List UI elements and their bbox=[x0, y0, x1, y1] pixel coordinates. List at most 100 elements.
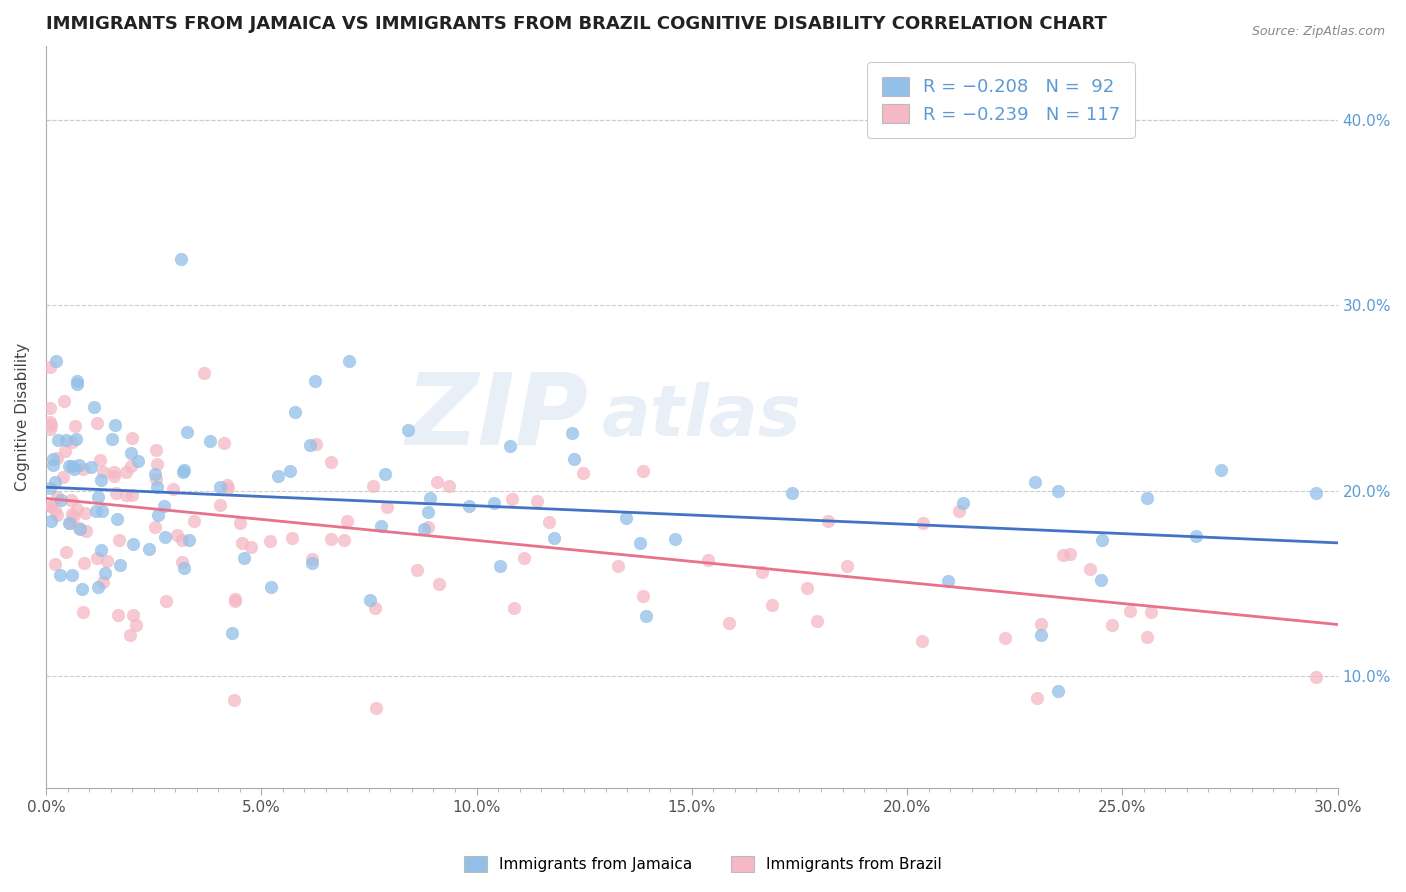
Point bbox=[170, 252, 193, 266]
Point bbox=[176, 425, 198, 440]
Point bbox=[41, 499, 63, 513]
Point bbox=[49, 568, 72, 582]
Point bbox=[177, 533, 200, 547]
Point bbox=[87, 490, 110, 504]
Point bbox=[39, 481, 62, 495]
Point bbox=[90, 543, 112, 558]
Point bbox=[108, 558, 131, 573]
Point bbox=[115, 488, 138, 502]
Point bbox=[439, 479, 461, 493]
Point bbox=[370, 519, 392, 533]
Point bbox=[911, 634, 934, 648]
Point bbox=[796, 581, 818, 595]
Point bbox=[118, 627, 141, 641]
Point bbox=[1136, 491, 1159, 506]
Point bbox=[628, 535, 651, 549]
Point bbox=[221, 625, 243, 640]
Point bbox=[59, 516, 82, 530]
Point bbox=[103, 469, 125, 483]
Text: Source: ZipAtlas.com: Source: ZipAtlas.com bbox=[1251, 25, 1385, 38]
Y-axis label: Cognitive Disability: Cognitive Disability bbox=[15, 343, 30, 491]
Point bbox=[336, 514, 359, 528]
Point bbox=[426, 475, 449, 489]
Point bbox=[1185, 529, 1208, 543]
Point bbox=[66, 377, 89, 392]
Point bbox=[121, 431, 143, 445]
Point bbox=[806, 614, 828, 628]
Point bbox=[267, 469, 290, 483]
Point bbox=[512, 550, 534, 565]
Point bbox=[90, 473, 112, 487]
Point bbox=[948, 504, 970, 518]
Point bbox=[75, 524, 97, 538]
Point bbox=[396, 424, 419, 438]
Point bbox=[912, 516, 935, 531]
Point bbox=[572, 466, 595, 480]
Point bbox=[374, 467, 396, 481]
Point bbox=[198, 434, 221, 448]
Point bbox=[39, 514, 62, 528]
Point bbox=[45, 508, 67, 522]
Point bbox=[633, 464, 655, 478]
Point bbox=[319, 455, 342, 469]
Point bbox=[359, 593, 381, 607]
Point bbox=[427, 576, 450, 591]
Point bbox=[607, 558, 630, 573]
Point bbox=[1059, 547, 1081, 561]
Point bbox=[488, 559, 510, 574]
Point bbox=[222, 692, 245, 706]
Point bbox=[89, 452, 111, 467]
Point bbox=[457, 499, 479, 513]
Point bbox=[208, 479, 231, 493]
Point bbox=[751, 565, 773, 579]
Point bbox=[780, 486, 803, 500]
Point bbox=[1029, 617, 1052, 632]
Point bbox=[105, 511, 128, 525]
Point bbox=[938, 574, 960, 588]
Point bbox=[91, 574, 114, 589]
Point bbox=[143, 467, 166, 481]
Point bbox=[44, 475, 66, 489]
Point bbox=[58, 459, 80, 474]
Point bbox=[60, 508, 83, 522]
Point bbox=[298, 438, 321, 452]
Point bbox=[115, 465, 138, 479]
Point bbox=[193, 366, 215, 380]
Point bbox=[66, 501, 89, 516]
Point bbox=[72, 605, 94, 619]
Point bbox=[146, 458, 169, 472]
Point bbox=[63, 462, 86, 476]
Point bbox=[183, 514, 205, 528]
Point bbox=[1025, 691, 1047, 706]
Point bbox=[45, 451, 67, 466]
Point bbox=[153, 499, 176, 513]
Point bbox=[1091, 533, 1114, 547]
Point bbox=[1090, 574, 1112, 588]
Point bbox=[994, 632, 1017, 646]
Point bbox=[52, 470, 75, 484]
Point bbox=[333, 533, 356, 547]
Point bbox=[1101, 618, 1123, 632]
Point bbox=[1140, 605, 1163, 619]
Point bbox=[416, 520, 439, 534]
Point bbox=[301, 552, 323, 566]
Point bbox=[281, 531, 304, 545]
Point bbox=[65, 374, 87, 388]
Text: ZIP: ZIP bbox=[405, 368, 589, 466]
Point bbox=[761, 599, 783, 613]
Point bbox=[304, 436, 326, 450]
Point bbox=[1047, 684, 1070, 698]
Point bbox=[101, 432, 124, 446]
Point bbox=[364, 701, 387, 715]
Point bbox=[45, 354, 67, 368]
Point bbox=[39, 417, 62, 432]
Text: atlas: atlas bbox=[602, 382, 801, 451]
Point bbox=[304, 374, 326, 388]
Point bbox=[215, 478, 238, 492]
Point bbox=[58, 516, 80, 530]
Point bbox=[696, 553, 718, 567]
Point bbox=[224, 592, 246, 607]
Point bbox=[614, 511, 637, 525]
Point bbox=[419, 491, 441, 505]
Point bbox=[83, 400, 105, 414]
